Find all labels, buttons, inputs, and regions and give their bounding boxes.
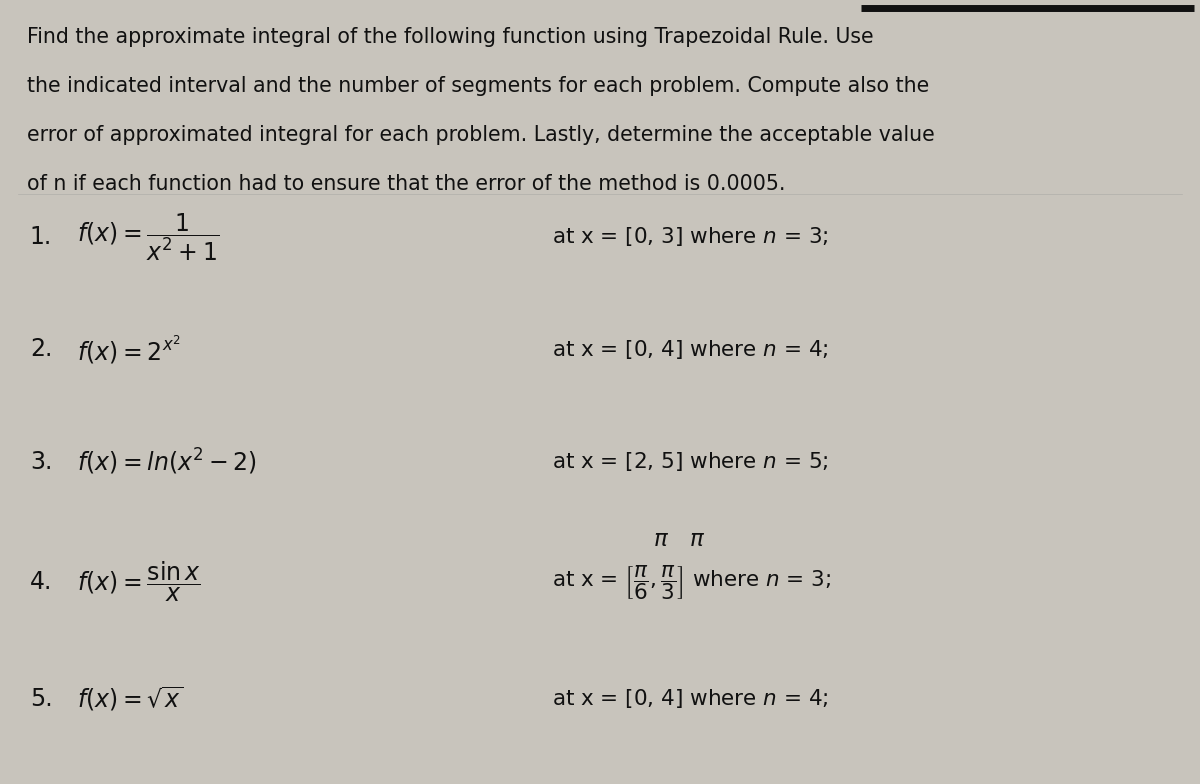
Text: 1.: 1.: [30, 225, 52, 249]
Text: at x = [0, 4] where $n$ = 4;: at x = [0, 4] where $n$ = 4;: [552, 687, 829, 710]
Text: at x = [0, 3] where $n$ = 3;: at x = [0, 3] where $n$ = 3;: [552, 225, 829, 249]
Text: at x = $\left[\dfrac{\pi}{6},\dfrac{\pi}{3}\right]$ where $n$ = 3;: at x = $\left[\dfrac{\pi}{6},\dfrac{\pi}…: [552, 563, 832, 601]
Text: at x = [0, 4] where $n$ = 4;: at x = [0, 4] where $n$ = 4;: [552, 338, 829, 361]
Text: $f(x) = \dfrac{\sin x}{x}$: $f(x) = \dfrac{\sin x}{x}$: [77, 560, 200, 604]
Text: at x = [2, 5] where $n$ = 5;: at x = [2, 5] where $n$ = 5;: [552, 450, 829, 474]
Text: 3.: 3.: [30, 450, 52, 474]
Text: Find the approximate integral of the following function using Trapezoidal Rule. : Find the approximate integral of the fol…: [28, 27, 874, 47]
Text: 2.: 2.: [30, 337, 52, 361]
Text: $f(x) = \dfrac{1}{x^2+1}$: $f(x) = \dfrac{1}{x^2+1}$: [77, 211, 220, 263]
Text: error of approximated integral for each problem. Lastly, determine the acceptabl: error of approximated integral for each …: [28, 125, 935, 145]
Text: $\pi \quad \pi$: $\pi \quad \pi$: [654, 528, 706, 551]
Text: of n if each function had to ensure that the error of the method is 0.0005.: of n if each function had to ensure that…: [28, 174, 786, 194]
Text: the indicated interval and the number of segments for each problem. Compute also: the indicated interval and the number of…: [28, 76, 930, 96]
Text: 5.: 5.: [30, 687, 53, 710]
Text: $f(x) = \sqrt{x}$: $f(x) = \sqrt{x}$: [77, 684, 184, 713]
Text: 4.: 4.: [30, 570, 52, 594]
Text: $f(x) = 2^{x^2}$: $f(x) = 2^{x^2}$: [77, 333, 181, 365]
Text: $f(x) = \mathit{ln}(x^2 - 2)$: $f(x) = \mathit{ln}(x^2 - 2)$: [77, 447, 257, 477]
